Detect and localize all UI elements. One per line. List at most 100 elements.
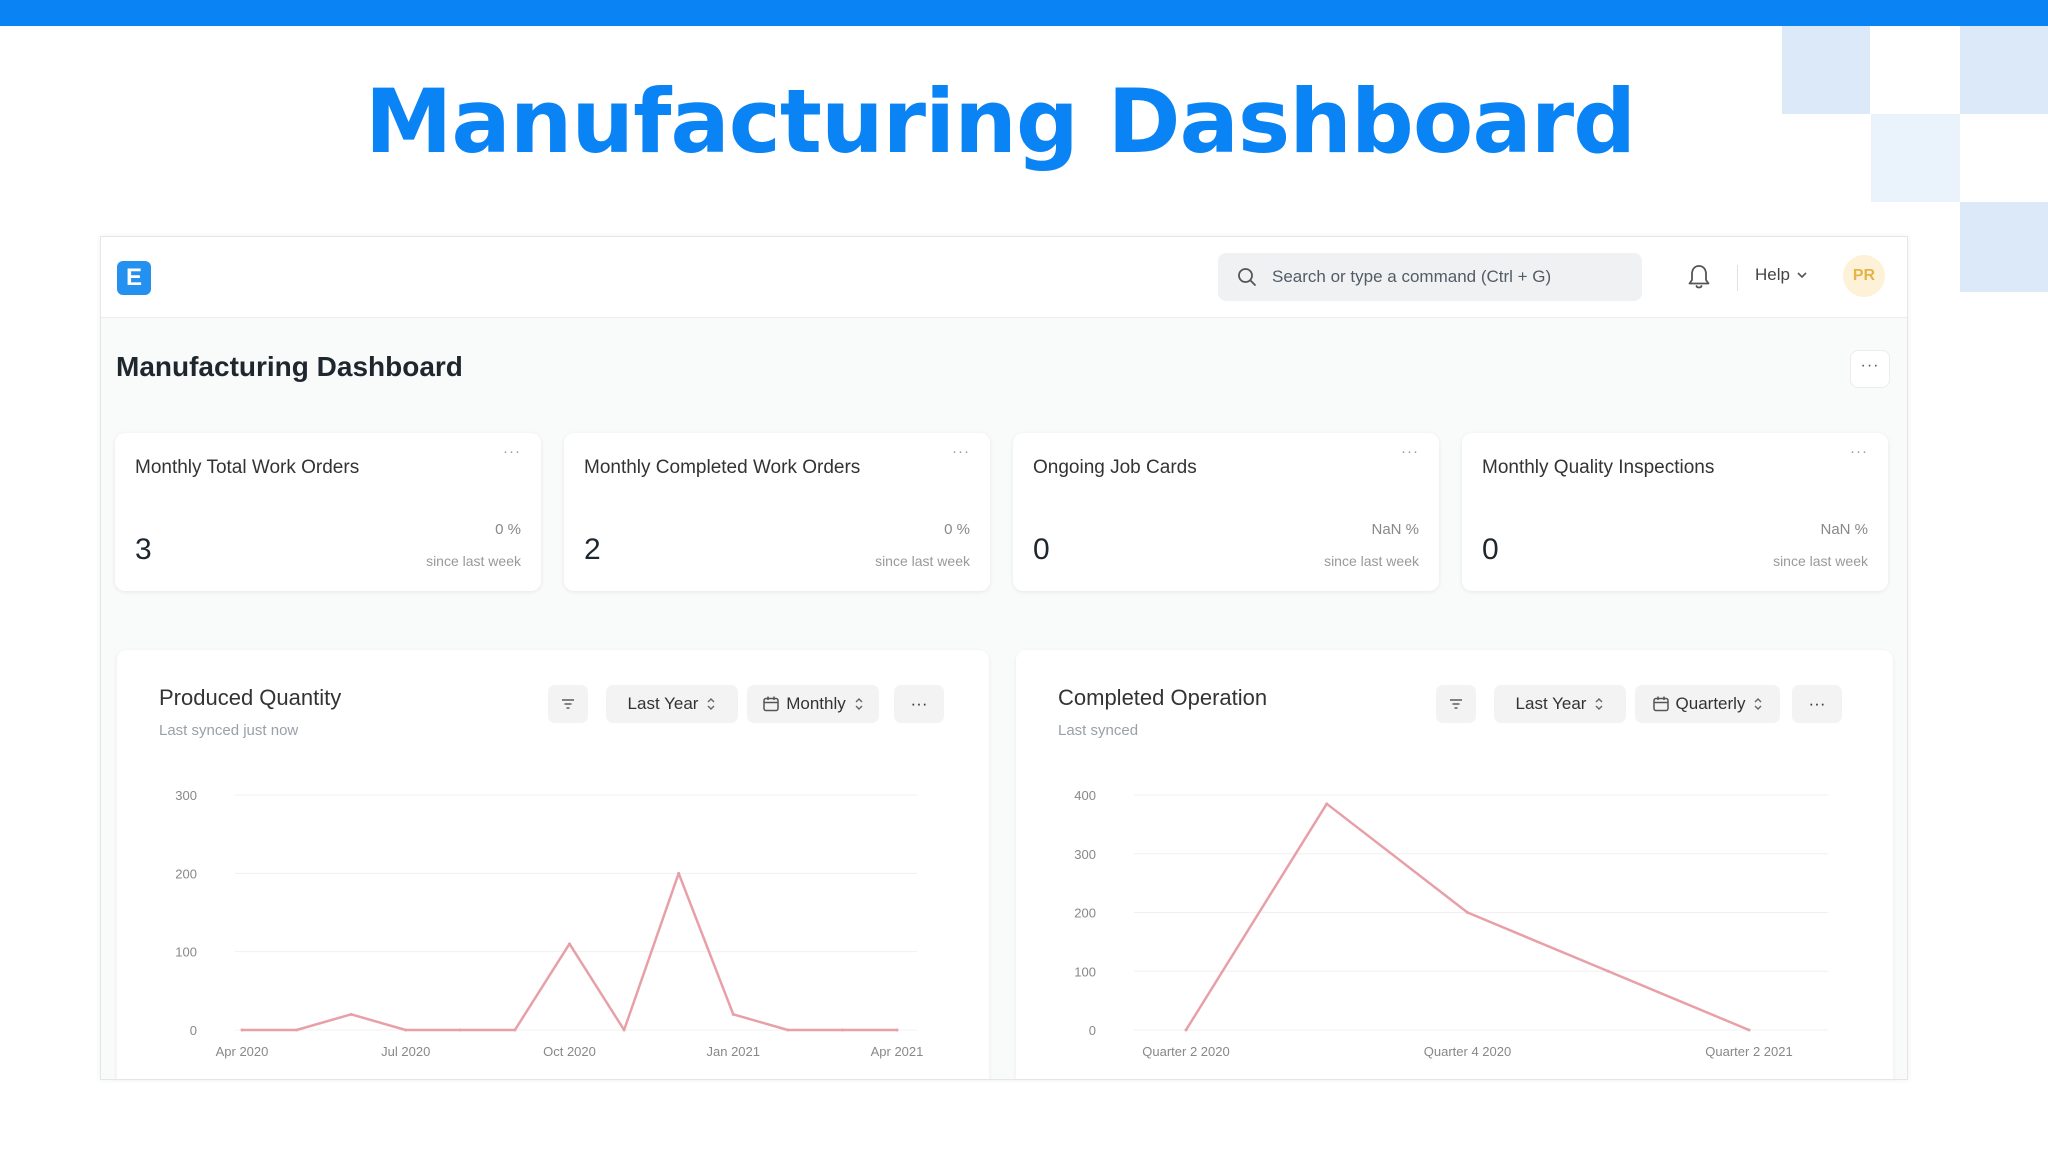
number-card-completed-work-orders[interactable]: Monthly Completed Work Orders ··· 2 0 % … xyxy=(564,433,990,591)
search-icon xyxy=(1238,268,1256,286)
x-tick-label: Quarter 4 2020 xyxy=(1424,1044,1511,1059)
x-tick-label: Quarter 2 2021 xyxy=(1705,1044,1792,1059)
timespan-label: Last Year xyxy=(1515,694,1587,713)
data-point xyxy=(240,1028,244,1032)
card-percent-change: 0 % xyxy=(944,521,970,538)
y-tick-label: 200 xyxy=(175,866,197,881)
x-tick-label: Apr 2021 xyxy=(871,1044,924,1059)
produced-quantity-chart: 0 100 200 300 Apr 2020 Jul 2020 Oct 2020 Jan 20… xyxy=(175,788,924,1059)
x-tick-label: Apr 2020 xyxy=(216,1044,269,1059)
card-menu-button[interactable]: ··· xyxy=(1401,443,1419,460)
y-tick-label: 100 xyxy=(1074,964,1096,979)
timespan-select[interactable]: Last Year xyxy=(606,685,738,723)
interval-select[interactable]: Monthly xyxy=(747,685,879,723)
y-tick-label: 0 xyxy=(1089,1023,1096,1038)
updown-icon xyxy=(1595,698,1603,710)
data-point xyxy=(349,1012,353,1016)
help-menu[interactable]: Help xyxy=(1755,265,1808,285)
series-line xyxy=(1184,802,1750,1032)
data-point xyxy=(677,871,681,875)
help-label: Help xyxy=(1755,265,1790,284)
decor-square xyxy=(1960,202,2048,292)
calendar-icon xyxy=(763,696,779,712)
decor-square xyxy=(1960,26,2048,114)
x-tick-label: Quarter 2 2020 xyxy=(1142,1044,1229,1059)
card-since-label: since last week xyxy=(426,553,521,569)
card-value: 3 xyxy=(135,533,152,566)
updown-icon xyxy=(707,698,715,710)
calendar-icon xyxy=(1652,696,1669,712)
page-menu-button[interactable]: ··· xyxy=(1850,350,1890,388)
card-percent-change: NaN % xyxy=(1820,521,1868,538)
data-point xyxy=(731,1012,735,1016)
page-title: Manufacturing Dashboard xyxy=(116,351,463,382)
card-percent-change: 0 % xyxy=(495,521,521,538)
y-tick-label: 0 xyxy=(190,1023,197,1038)
data-point xyxy=(295,1028,299,1032)
card-value: 0 xyxy=(1482,533,1499,566)
chart-menu-button[interactable]: ··· xyxy=(894,685,944,723)
data-point xyxy=(840,1028,844,1032)
y-tick-label: 300 xyxy=(1074,847,1096,862)
card-value: 2 xyxy=(584,533,601,566)
decor-square xyxy=(1782,26,1870,114)
card-percent-change: NaN % xyxy=(1371,521,1419,538)
number-card-ongoing-job-cards[interactable]: Ongoing Job Cards ··· 0 NaN % since last… xyxy=(1013,433,1439,591)
data-point xyxy=(895,1028,899,1032)
data-point xyxy=(1606,969,1610,973)
search-bar[interactable] xyxy=(1218,253,1642,301)
chart-card-completed-operation: Completed Operation Last synced Last Yea… xyxy=(1016,650,1893,1079)
y-tick-label: 200 xyxy=(1074,906,1096,921)
filter-button[interactable] xyxy=(548,685,588,723)
updown-icon xyxy=(1754,698,1762,710)
card-since-label: since last week xyxy=(1324,553,1419,569)
number-card-total-work-orders[interactable]: Monthly Total Work Orders ··· 3 0 % sinc… xyxy=(115,433,541,591)
timespan-select[interactable]: Last Year xyxy=(1494,685,1626,723)
app-window: E Help PR Manufacturing Dashboard ··· Mo… xyxy=(100,236,1908,1080)
chart-title: Completed Operation xyxy=(1058,685,1268,710)
x-tick-label: Jan 2021 xyxy=(707,1044,761,1059)
data-point xyxy=(568,942,571,946)
data-point xyxy=(1184,1028,1188,1032)
bell-icon[interactable] xyxy=(1686,263,1712,291)
card-menu-button[interactable]: ··· xyxy=(1850,443,1868,460)
app-logo[interactable]: E xyxy=(117,261,151,295)
interval-select[interactable]: Quarterly xyxy=(1635,685,1780,723)
data-point xyxy=(1325,802,1329,806)
navbar: E Help PR xyxy=(101,237,1907,318)
y-tick-label: 300 xyxy=(175,788,197,803)
search-input[interactable] xyxy=(1270,266,1634,288)
top-accent-bar xyxy=(0,0,2048,26)
card-title: Ongoing Job Cards xyxy=(1033,457,1197,478)
filter-icon xyxy=(1450,699,1462,709)
chart-card-produced-quantity: Produced Quantity Last synced just now L… xyxy=(117,650,989,1079)
data-point xyxy=(513,1028,517,1032)
updown-icon xyxy=(855,698,863,710)
chart-sync-status: Last synced just now xyxy=(159,722,299,739)
data-point xyxy=(458,1028,462,1032)
card-menu-button[interactable]: ··· xyxy=(952,443,970,460)
chart-sync-status: Last synced xyxy=(1058,722,1139,739)
card-title: Monthly Quality Inspections xyxy=(1482,457,1715,478)
chart-menu-button[interactable]: ··· xyxy=(1792,685,1842,723)
card-since-label: since last week xyxy=(875,553,970,569)
data-point xyxy=(622,1028,626,1032)
filter-button[interactable] xyxy=(1436,685,1476,723)
data-point xyxy=(1466,911,1469,914)
y-tick-label: 400 xyxy=(1074,788,1096,803)
completed-operation-chart: 0 100 200 300 400 Quarter 2 2020 Quarter 4 202… xyxy=(1074,788,1828,1059)
interval-label: Monthly xyxy=(786,694,846,713)
avatar[interactable]: PR xyxy=(1843,255,1885,297)
card-menu-button[interactable]: ··· xyxy=(503,443,521,460)
navbar-divider xyxy=(1737,265,1738,291)
card-title: Monthly Completed Work Orders xyxy=(584,457,861,478)
chart-title: Produced Quantity xyxy=(159,685,342,710)
decor-square xyxy=(1871,114,1960,202)
card-title: Monthly Total Work Orders xyxy=(135,457,360,478)
chevron-down-icon xyxy=(1797,272,1807,279)
card-since-label: since last week xyxy=(1773,553,1868,569)
filter-icon xyxy=(562,699,574,709)
y-tick-label: 100 xyxy=(175,945,197,960)
data-point xyxy=(1747,1028,1751,1032)
number-card-quality-inspections[interactable]: Monthly Quality Inspections ··· 0 NaN % … xyxy=(1462,433,1888,591)
